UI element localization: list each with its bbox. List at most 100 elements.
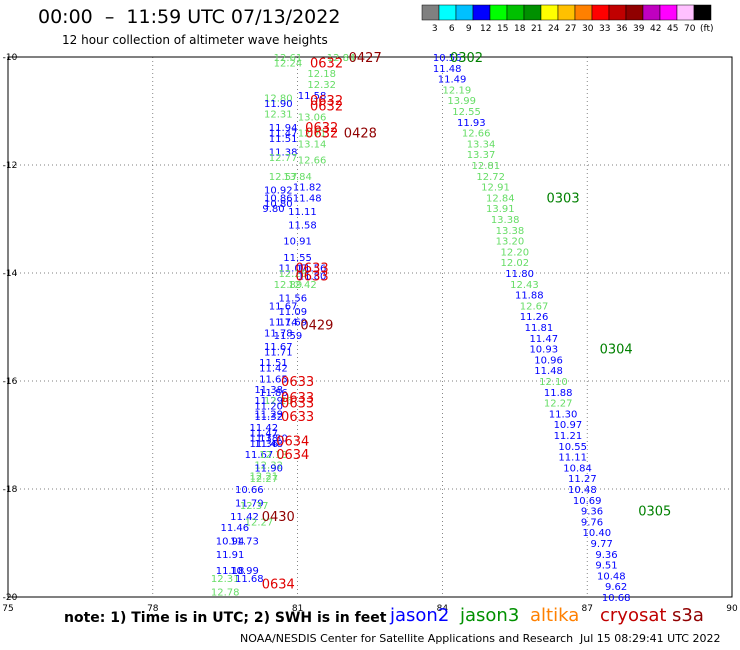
wave-height-point: 11.42 (230, 512, 259, 523)
pass-time-label: 0632 (310, 94, 343, 109)
colorbar-label: 36 (616, 24, 628, 34)
wave-height-point: 12.31 (211, 574, 240, 585)
wave-height-point: 11.67 (245, 450, 274, 461)
wave-height-point: 9.62 (605, 582, 627, 593)
wave-height-point: 9.51 (595, 561, 617, 572)
wave-height-point: 11.58 (288, 220, 317, 231)
pass-time-label: 0632 (305, 121, 338, 136)
x-tick-label: 87 (581, 604, 592, 614)
y-tick-label: -18 (3, 485, 18, 495)
wave-height-point: 11.48 (293, 193, 322, 204)
wave-height-point: 12.18 (307, 69, 336, 80)
wave-height-point: 11.51 (259, 358, 288, 369)
pass-time-label: 0632 (310, 56, 343, 71)
wave-height-point: 12.28 (278, 269, 307, 280)
colorbar-label: 70 (684, 24, 696, 34)
colorbar-swatch (557, 4, 576, 21)
wave-height-point: 12.20 (500, 247, 529, 258)
wave-height-point: 11.29 (254, 409, 283, 420)
wave-height-point: 11.86 (259, 388, 288, 399)
pass-time-label: 0634 (276, 434, 309, 449)
wave-height-point: 10.69 (573, 496, 602, 507)
colorbar-swatch (625, 4, 644, 21)
wave-height-point: 12.24 (274, 58, 303, 69)
wave-height-point: 11.69 (278, 318, 307, 329)
chart-subtitle: 12 hour collection of altimeter wave hei… (62, 33, 328, 47)
wave-height-point: 12.37 (240, 501, 269, 512)
wave-height-point: 12.91 (481, 183, 510, 194)
colorbar-label: 3 (432, 24, 438, 34)
wave-height-point: 11.94 (269, 123, 298, 134)
wave-height-point: 12.27 (249, 474, 278, 485)
wave-height-point: 12.43 (510, 280, 539, 291)
wave-height-point: 12.84 (327, 53, 356, 64)
wave-height-point: 11.67 (264, 342, 293, 353)
colorbar-label: 30 (582, 24, 594, 34)
wave-height-point: 10.99 (230, 566, 259, 577)
wave-height-point: 11.21 (554, 431, 583, 442)
wave-height-point: 11.71 (264, 347, 293, 358)
wave-height-point: 12.89 (274, 280, 303, 291)
wave-height-point: 11.11 (558, 453, 587, 464)
legend-cryosat: cryosat (600, 605, 667, 626)
wave-height-point: 12.55 (452, 107, 481, 118)
colorbar-swatch (472, 4, 491, 21)
pass-time-label: 0634 (262, 578, 295, 593)
colorbar-label: 39 (633, 24, 645, 34)
wave-height-point: 11.73 (230, 536, 259, 547)
colorbar-label: 21 (531, 24, 542, 34)
wave-height-point: 11.48 (433, 64, 462, 75)
wave-height-point: 11.81 (525, 323, 554, 334)
colorbar-label: 24 (548, 24, 560, 34)
wave-height-point: 11.26 (520, 312, 549, 323)
wave-height-point: 13.34 (467, 139, 496, 150)
wave-height-point: 11.32 (254, 412, 283, 423)
wave-height-point: 12.72 (476, 172, 505, 183)
colorbar-label: 9 (466, 24, 472, 34)
wave-height-point: 12.61 (274, 53, 303, 64)
wave-height-point: 13.38 (491, 215, 520, 226)
wave-height-point: 12.02 (500, 258, 529, 269)
x-tick-label: 75 (2, 604, 13, 614)
colorbar-swatch (659, 4, 678, 21)
wave-height-point: 11.88 (515, 291, 544, 302)
wave-height-point: 11.58 (298, 91, 327, 102)
wave-height-point: 11.74 (269, 318, 298, 329)
x-tick-label: 90 (726, 604, 738, 614)
wave-height-point: 12.80 (264, 94, 293, 105)
wave-height-point: 11.88 (544, 388, 573, 399)
colorbar-label: 15 (497, 24, 508, 34)
wave-height-point: 10.80 (264, 199, 293, 210)
colorbar-swatch (693, 4, 712, 21)
wave-height-point: 11.55 (283, 253, 312, 264)
wave-height-point: 10.84 (563, 463, 592, 474)
wave-height-point: 10.93 (529, 345, 558, 356)
x-tick-label: 84 (437, 604, 449, 614)
wave-height-point: 11.90 (264, 99, 293, 110)
wave-height-point: 11.29 (254, 396, 283, 407)
wave-height-point: 11.09 (278, 307, 307, 318)
chart-title: 00:00 – 11:59 UTC 07/13/2022 (38, 6, 341, 28)
pass-time-label: 0633 (281, 397, 314, 412)
wave-height-point: 12.13 (259, 450, 288, 461)
pass-time-label: 0632 (305, 127, 338, 142)
colorbar-swatch (421, 4, 440, 21)
wave-height-point: 11.82 (293, 183, 322, 194)
legend-jason2: jason2 (390, 605, 450, 626)
wave-height-point: 11.78 (264, 328, 293, 339)
wave-height-point: 13.84 (283, 172, 312, 183)
colorbar-label: 27 (565, 24, 576, 34)
wave-height-point: 12.27 (245, 517, 274, 528)
wave-height-point: 11.51 (269, 134, 298, 145)
wave-height-point: 11.79 (235, 499, 264, 510)
pass-time-label: 0430 (262, 510, 295, 525)
generated-timestamp: Jul 15 08:29:41 UTC 2022 (580, 632, 721, 645)
colorbar-label: (ft) (700, 24, 714, 34)
pass-time-label: 0633 (281, 391, 314, 406)
wave-height-point: 11.91 (216, 550, 245, 561)
pass-time-label: 0632 (310, 100, 343, 115)
wave-height-point: 10.48 (568, 485, 597, 496)
wave-height-point: 13.38 (496, 226, 525, 237)
wave-height-point: 11.38 (249, 434, 278, 445)
